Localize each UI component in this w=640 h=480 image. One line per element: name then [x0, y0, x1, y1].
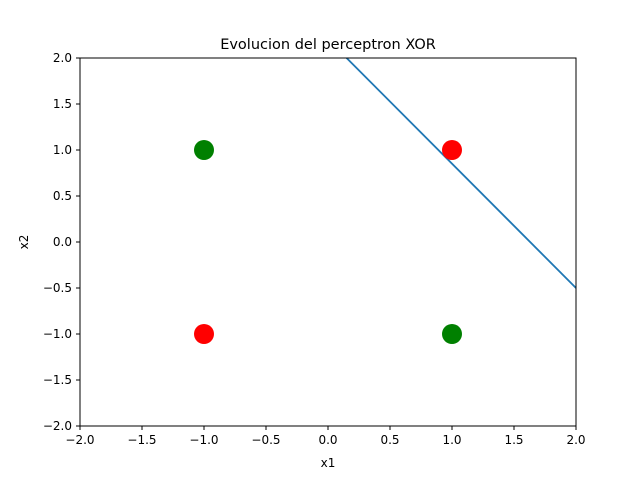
y-tick-label: −1.0 [43, 327, 72, 341]
x-tick-label: −2.0 [65, 433, 94, 447]
y-axis-label: x2 [17, 235, 31, 250]
data-point-3 [194, 324, 214, 344]
data-point-4 [442, 324, 462, 344]
y-axis: −2.0 −1.5 −1.0 −0.5 0.0 0.5 1.0 1.5 2.0 [43, 51, 80, 433]
x-tick-label: 2.0 [566, 433, 585, 447]
x-tick-label: 1.5 [504, 433, 523, 447]
chart-title: Evolucion del perceptron XOR [220, 37, 436, 53]
data-point-2 [442, 140, 462, 160]
y-tick-label: 1.0 [53, 143, 72, 157]
x-tick-label: 0.5 [380, 433, 399, 447]
x-tick-label: 1.0 [442, 433, 461, 447]
y-tick-label: −1.5 [43, 373, 72, 387]
y-tick-label: −2.0 [43, 419, 72, 433]
x-axis: −2.0 −1.5 −1.0 −0.5 0.0 0.5 1.0 1.5 2.0 [65, 426, 586, 447]
x-tick-label: −1.5 [127, 433, 156, 447]
x-tick-label: −0.5 [251, 433, 280, 447]
x-tick-label: 0.0 [318, 433, 337, 447]
decision-boundary-line [345, 58, 576, 289]
y-tick-label: 1.5 [53, 97, 72, 111]
data-point-1 [194, 140, 214, 160]
y-tick-label: 0.5 [53, 189, 72, 203]
axes-frame [79, 57, 577, 427]
x-tick-label: −1.0 [189, 433, 218, 447]
y-tick-label: 0.0 [53, 235, 72, 249]
x-axis-label: x1 [321, 456, 336, 470]
plot-area [194, 58, 576, 344]
y-tick-label: −0.5 [43, 281, 72, 295]
y-tick-label: 2.0 [53, 51, 72, 65]
